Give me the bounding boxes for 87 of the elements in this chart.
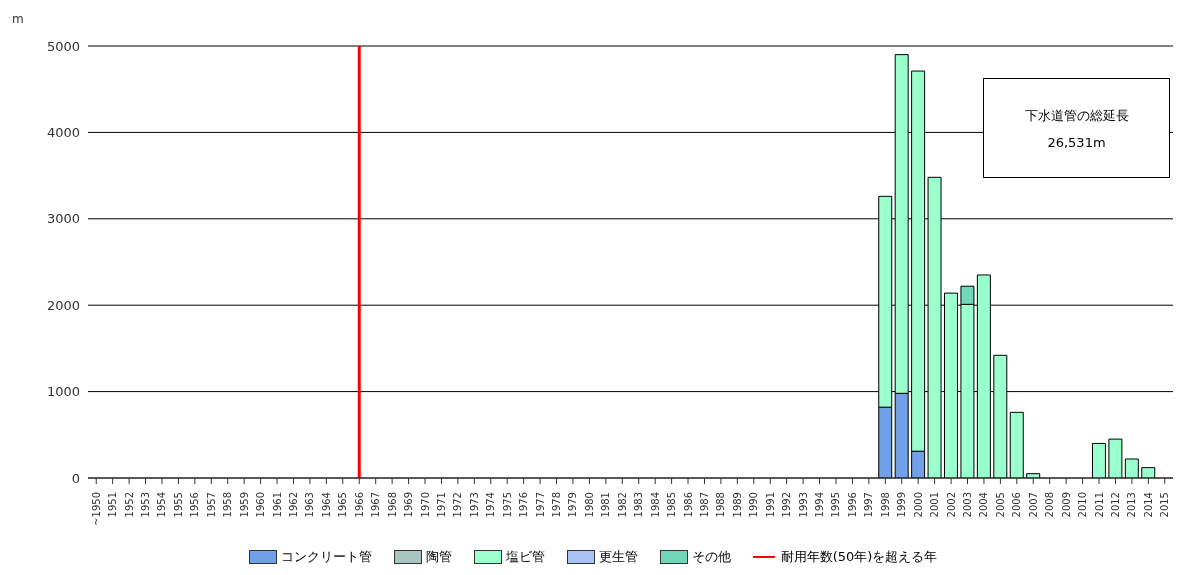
bar: [1124, 458, 1139, 478]
x-tick-label: 1971: [435, 492, 447, 518]
x-tick-label: 1981: [600, 492, 612, 518]
y-tick-label: 1000: [46, 384, 80, 400]
annotation: 26,531m: [1047, 134, 1106, 150]
x-tick-label: 1978: [551, 492, 563, 518]
x-tick-label: 2000: [912, 492, 924, 518]
x-tick-label: 1959: [238, 492, 250, 518]
x-tick-label: 2006: [1011, 492, 1023, 518]
x-tick-label: 1979: [567, 492, 579, 518]
x-tick-label: 1995: [830, 492, 842, 518]
x-tick-label: 2011: [1093, 492, 1105, 518]
x-tick-label: 1974: [485, 492, 497, 518]
x-tick-label: 1977: [534, 492, 546, 518]
x-tick-label: 1994: [814, 492, 826, 518]
x-tick-label: 1951: [107, 492, 119, 518]
x-tick-label: 2009: [1060, 492, 1072, 518]
x-tick-label: 1958: [222, 492, 234, 518]
x-tick-label: 2012: [1109, 492, 1121, 518]
annotation: 下水道管の総延長: [1024, 106, 1129, 125]
x-tick-label: 1976: [518, 492, 530, 518]
x-tick-label: 2010: [1077, 492, 1089, 518]
x-tick-label: 1967: [370, 492, 382, 518]
bar: [1141, 467, 1156, 478]
x-tick-label: 1954: [156, 492, 168, 518]
y-tick-label: 0: [71, 470, 80, 486]
y-axis-title: m: [12, 12, 24, 26]
y-tick-label: 2000: [46, 297, 80, 313]
x-tick-label: 1968: [386, 492, 398, 518]
x-tick-label: 1988: [715, 492, 727, 518]
x-tick-label: 1963: [304, 492, 316, 518]
x-tick-label: 2007: [1027, 492, 1039, 518]
x-tick-label: 2005: [994, 492, 1006, 518]
x-tick-label: 1983: [633, 492, 645, 518]
y-tick-label: 5000: [46, 38, 80, 54]
x-tick-label: 2014: [1142, 492, 1154, 518]
x-tick-label: 1966: [353, 492, 365, 518]
legend-label: 陶管: [425, 548, 452, 566]
x-tick-label: 1961: [271, 492, 283, 518]
x-tick-label: 1999: [896, 492, 908, 518]
y-tick-label: 4000: [46, 125, 80, 141]
x-tick-label: 1984: [649, 492, 661, 518]
x-tick-label: 1993: [797, 492, 809, 518]
x-tick-label: 2001: [929, 492, 941, 518]
text-box: 下水道管の総延長 26,531m: [983, 78, 1170, 178]
x-tick-label: 1997: [863, 492, 875, 518]
legend-label: その他: [691, 548, 731, 566]
x-tick-label: 1970: [419, 492, 431, 518]
x-tick-label: 1987: [698, 492, 710, 518]
x-tick-label: 1973: [468, 492, 480, 518]
x-tick-label: 2004: [978, 492, 990, 518]
x-tick-label: 1952: [123, 492, 135, 518]
legend-label: コンクリート管: [280, 548, 372, 566]
bar: [1108, 438, 1123, 478]
x-tick-label: 1960: [255, 492, 267, 518]
x-tick-label: 1996: [846, 492, 858, 518]
x-tick-label: 1962: [287, 492, 299, 518]
x-tick-label: 1985: [666, 492, 678, 518]
x-tick-label: 2013: [1126, 492, 1138, 518]
x-tick-label: 2015: [1159, 492, 1171, 518]
legend-label: 更生管: [598, 548, 638, 566]
x-tick-label: 2003: [962, 492, 974, 518]
x-tick-label: 2002: [945, 492, 957, 518]
x-tick-label: 1972: [452, 492, 464, 518]
x-tick-label: 1991: [764, 492, 776, 518]
x-tick-label: 1953: [140, 492, 152, 518]
x-tick-label: 2008: [1044, 492, 1056, 518]
x-tick-label: 1957: [205, 492, 217, 518]
x-tick-label: 1964: [320, 492, 332, 518]
x-tick-label: 1956: [189, 492, 201, 518]
legend-label: 耐用年数(50年)を超える年: [780, 548, 938, 566]
x-tick-label: ~1950: [90, 492, 102, 526]
x-tick-label: 1998: [879, 492, 891, 518]
y-tick-label: 3000: [46, 211, 80, 227]
x-tick-label: 1990: [748, 492, 760, 518]
bar: [1091, 442, 1106, 478]
x-tick-label: 1982: [616, 492, 628, 518]
legend-label: 塩ビ管: [505, 548, 545, 566]
x-tick-label: 1992: [781, 492, 793, 518]
x-tick-label: 1965: [337, 492, 349, 518]
x-tick-label: 1969: [403, 492, 415, 518]
x-tick-label: 1955: [172, 492, 184, 518]
x-tick-label: 1975: [501, 492, 513, 518]
x-tick-label: 1989: [731, 492, 743, 518]
x-tick-label: 1980: [583, 492, 595, 518]
bar: [1009, 411, 1024, 478]
x-tick-label: 1986: [682, 492, 694, 518]
